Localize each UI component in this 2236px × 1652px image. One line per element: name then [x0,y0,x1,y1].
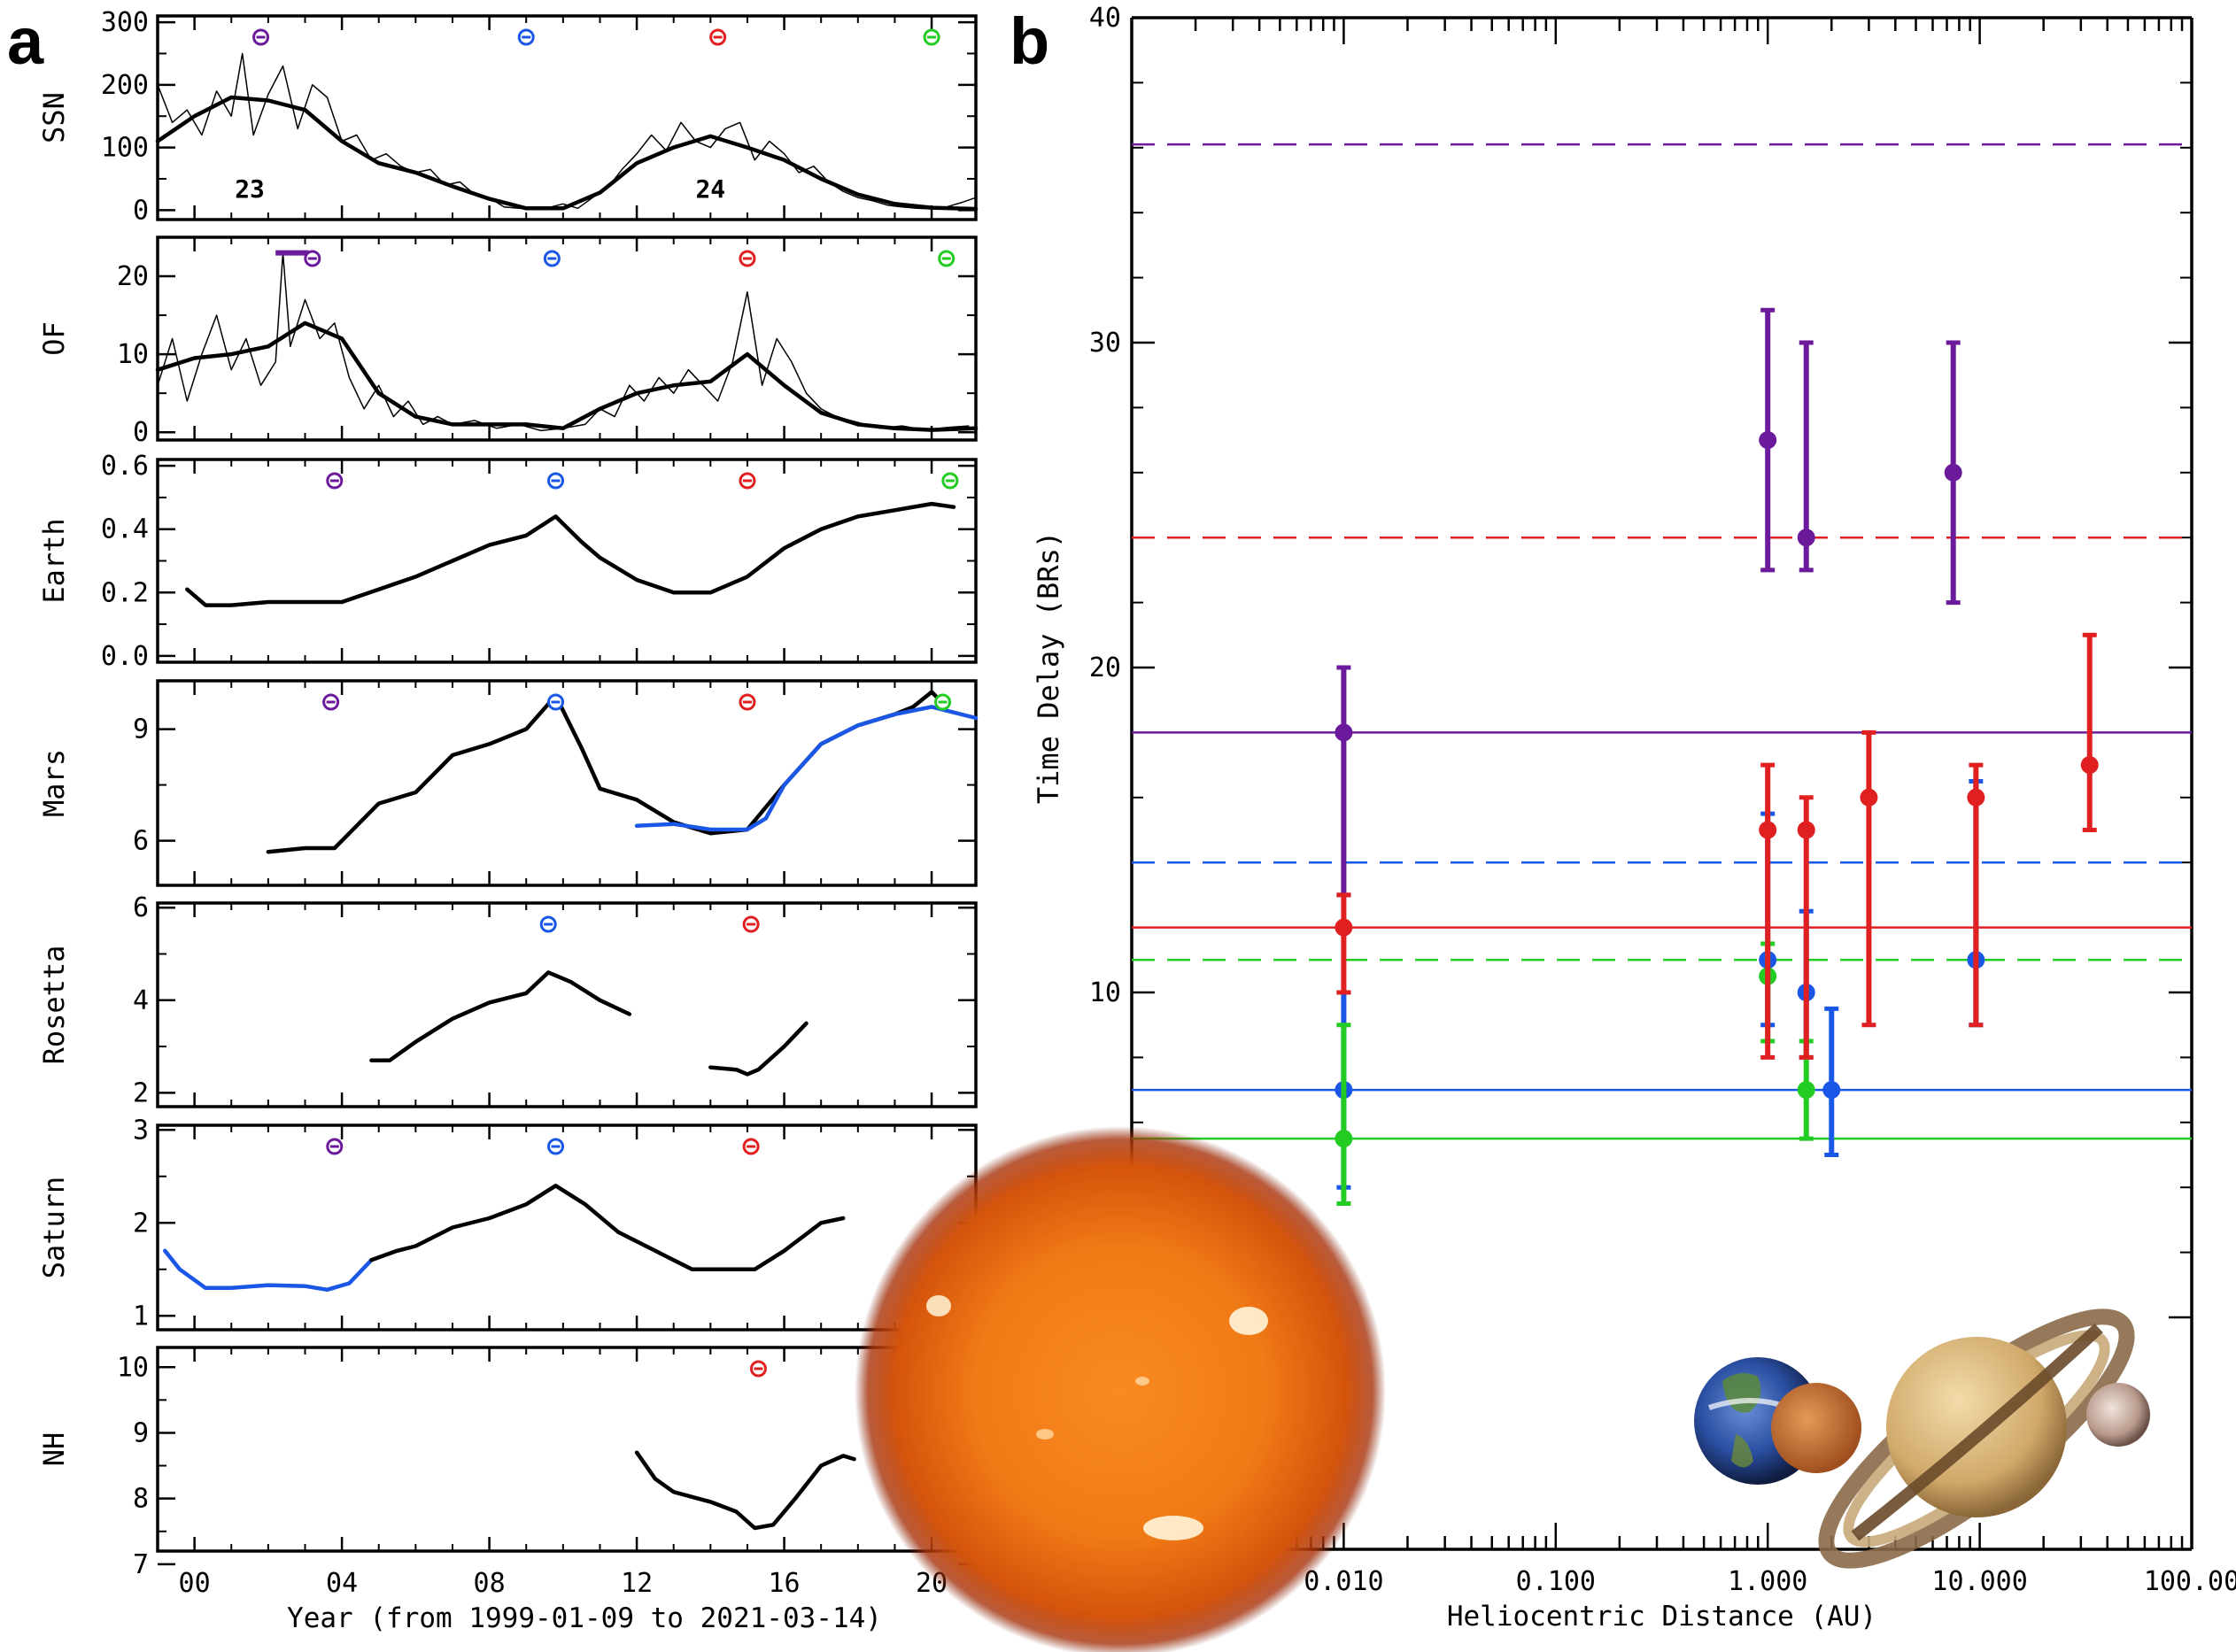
y-tick-label: 7 [133,1549,149,1580]
y-tick-label: 10 [117,339,149,370]
data-point [1759,431,1777,450]
series-line [157,52,977,210]
y-tick-label: 6 [133,826,149,857]
y-tick-label: 0 [133,417,149,448]
series-line [369,970,632,1062]
x-tick-label: 1.000 [1728,1566,1807,1597]
y-tick-label: 9 [133,1417,149,1448]
x-tick-label: 00 [179,1568,211,1599]
y-tick-label: 30 [1089,328,1121,359]
pluto-image [2086,1383,2150,1447]
plot-frame [156,1346,978,1553]
series-line [634,1450,856,1531]
subpanel-rosetta: 2 4 6 Rosetta [37,892,978,1108]
data-point [1797,529,1815,547]
data-point [1335,1130,1353,1148]
plot-frame [156,14,978,221]
subpanel-ssn: 0 100 200 300 SSN 23 24 [37,7,979,226]
panel-b: 0102030400.0010.0100.1001.00010.000100.0… [1032,3,2236,1633]
plot-frame [156,1123,978,1332]
y-axis-label: Mars [37,749,71,817]
y-axis-label: Rosetta [37,946,71,1065]
y-tick-label: 40 [1089,3,1121,34]
cycle-label: 24 [695,174,725,204]
series-line [155,95,979,212]
data-point [1860,788,1878,807]
plot-frame [156,235,978,442]
x-tick-label: 100.00 [2144,1566,2236,1597]
data-point [1967,788,1985,807]
x-tick-label: 0.010 [1304,1566,1383,1597]
x-tick-label: 0.100 [1516,1566,1596,1597]
plot-frame [156,679,978,887]
y-tick-label: 20 [1089,652,1121,683]
series-line [155,320,979,432]
y-tick-label: 0.0 [101,641,149,672]
y-axis-label: Time Delay (BRs) [1032,531,1065,804]
x-tick-label: 08 [474,1568,506,1599]
subpanel-saturn: 1 2 3 Saturn [37,1115,978,1332]
data-point [1797,821,1815,839]
y-tick-label: 3 [133,1115,149,1146]
data-point [1822,1081,1841,1100]
y-axis-label: Earth [37,518,71,603]
panel-label-b: b [1010,4,1049,78]
y-tick-label: 300 [101,7,149,38]
x-tick-label: 04 [326,1568,358,1599]
y-tick-label: 0 [133,195,149,226]
y-tick-label: 6 [133,892,149,923]
y-tick-label: 9 [133,714,149,745]
series-line [185,501,956,607]
panel-label-a: a [7,4,44,78]
y-tick-label: 10 [117,1352,149,1383]
y-tick-label: 0.6 [101,451,149,482]
x-axis-label: Heliocentric Distance (AU) [1447,1601,1876,1633]
cycle-label: 23 [235,174,265,204]
x-tick-label: 16 [769,1568,801,1599]
y-tick-label: 0.4 [101,514,149,545]
y-tick-label: 20 [117,261,149,292]
saturn-image [1818,1308,2135,1569]
plot-frame [156,901,978,1108]
data-point [1335,918,1353,937]
series-line [266,690,948,854]
data-point [1759,821,1777,839]
data-point [2080,756,2099,775]
y-tick-label: 10 [1089,977,1121,1008]
y-tick-label: 8 [133,1484,149,1515]
y-tick-label: 4 [133,985,149,1016]
y-tick-label: 0.2 [101,577,149,608]
y-axis-label: SSN [37,92,71,143]
y-tick-label: 2 [133,1208,149,1239]
plot-frame [156,458,978,664]
y-axis-label: OF [37,321,71,356]
y-tick-label: 1 [133,1301,149,1332]
y-tick-label: 200 [101,70,149,101]
series-line [163,1248,374,1293]
x-tick-label: 10.000 [1931,1566,2027,1597]
x-tick-label: 12 [621,1568,653,1599]
data-point [1944,463,1962,482]
subpanel-of: 0 10 20 OF [37,235,979,448]
series-line [157,251,970,432]
series-line [369,1184,846,1272]
y-axis-label: Saturn [37,1177,71,1279]
x-axis-label: Year (from 1999-01-09 to 2021-03-14) [287,1602,882,1634]
y-tick-label: 100 [101,133,149,164]
sun-image [855,1126,1386,1652]
series-line [708,1021,809,1077]
mars-image [1771,1383,1861,1473]
series-line [634,705,979,832]
subpanel-mars: 6 9 Mars [37,679,979,887]
y-tick-label: 2 [133,1077,149,1108]
y-axis-label: NH [37,1432,71,1467]
subpanel-earth: 0.0 0.2 0.4 0.6 Earth [37,451,978,672]
data-point [1335,723,1353,742]
data-point [1797,1081,1815,1100]
